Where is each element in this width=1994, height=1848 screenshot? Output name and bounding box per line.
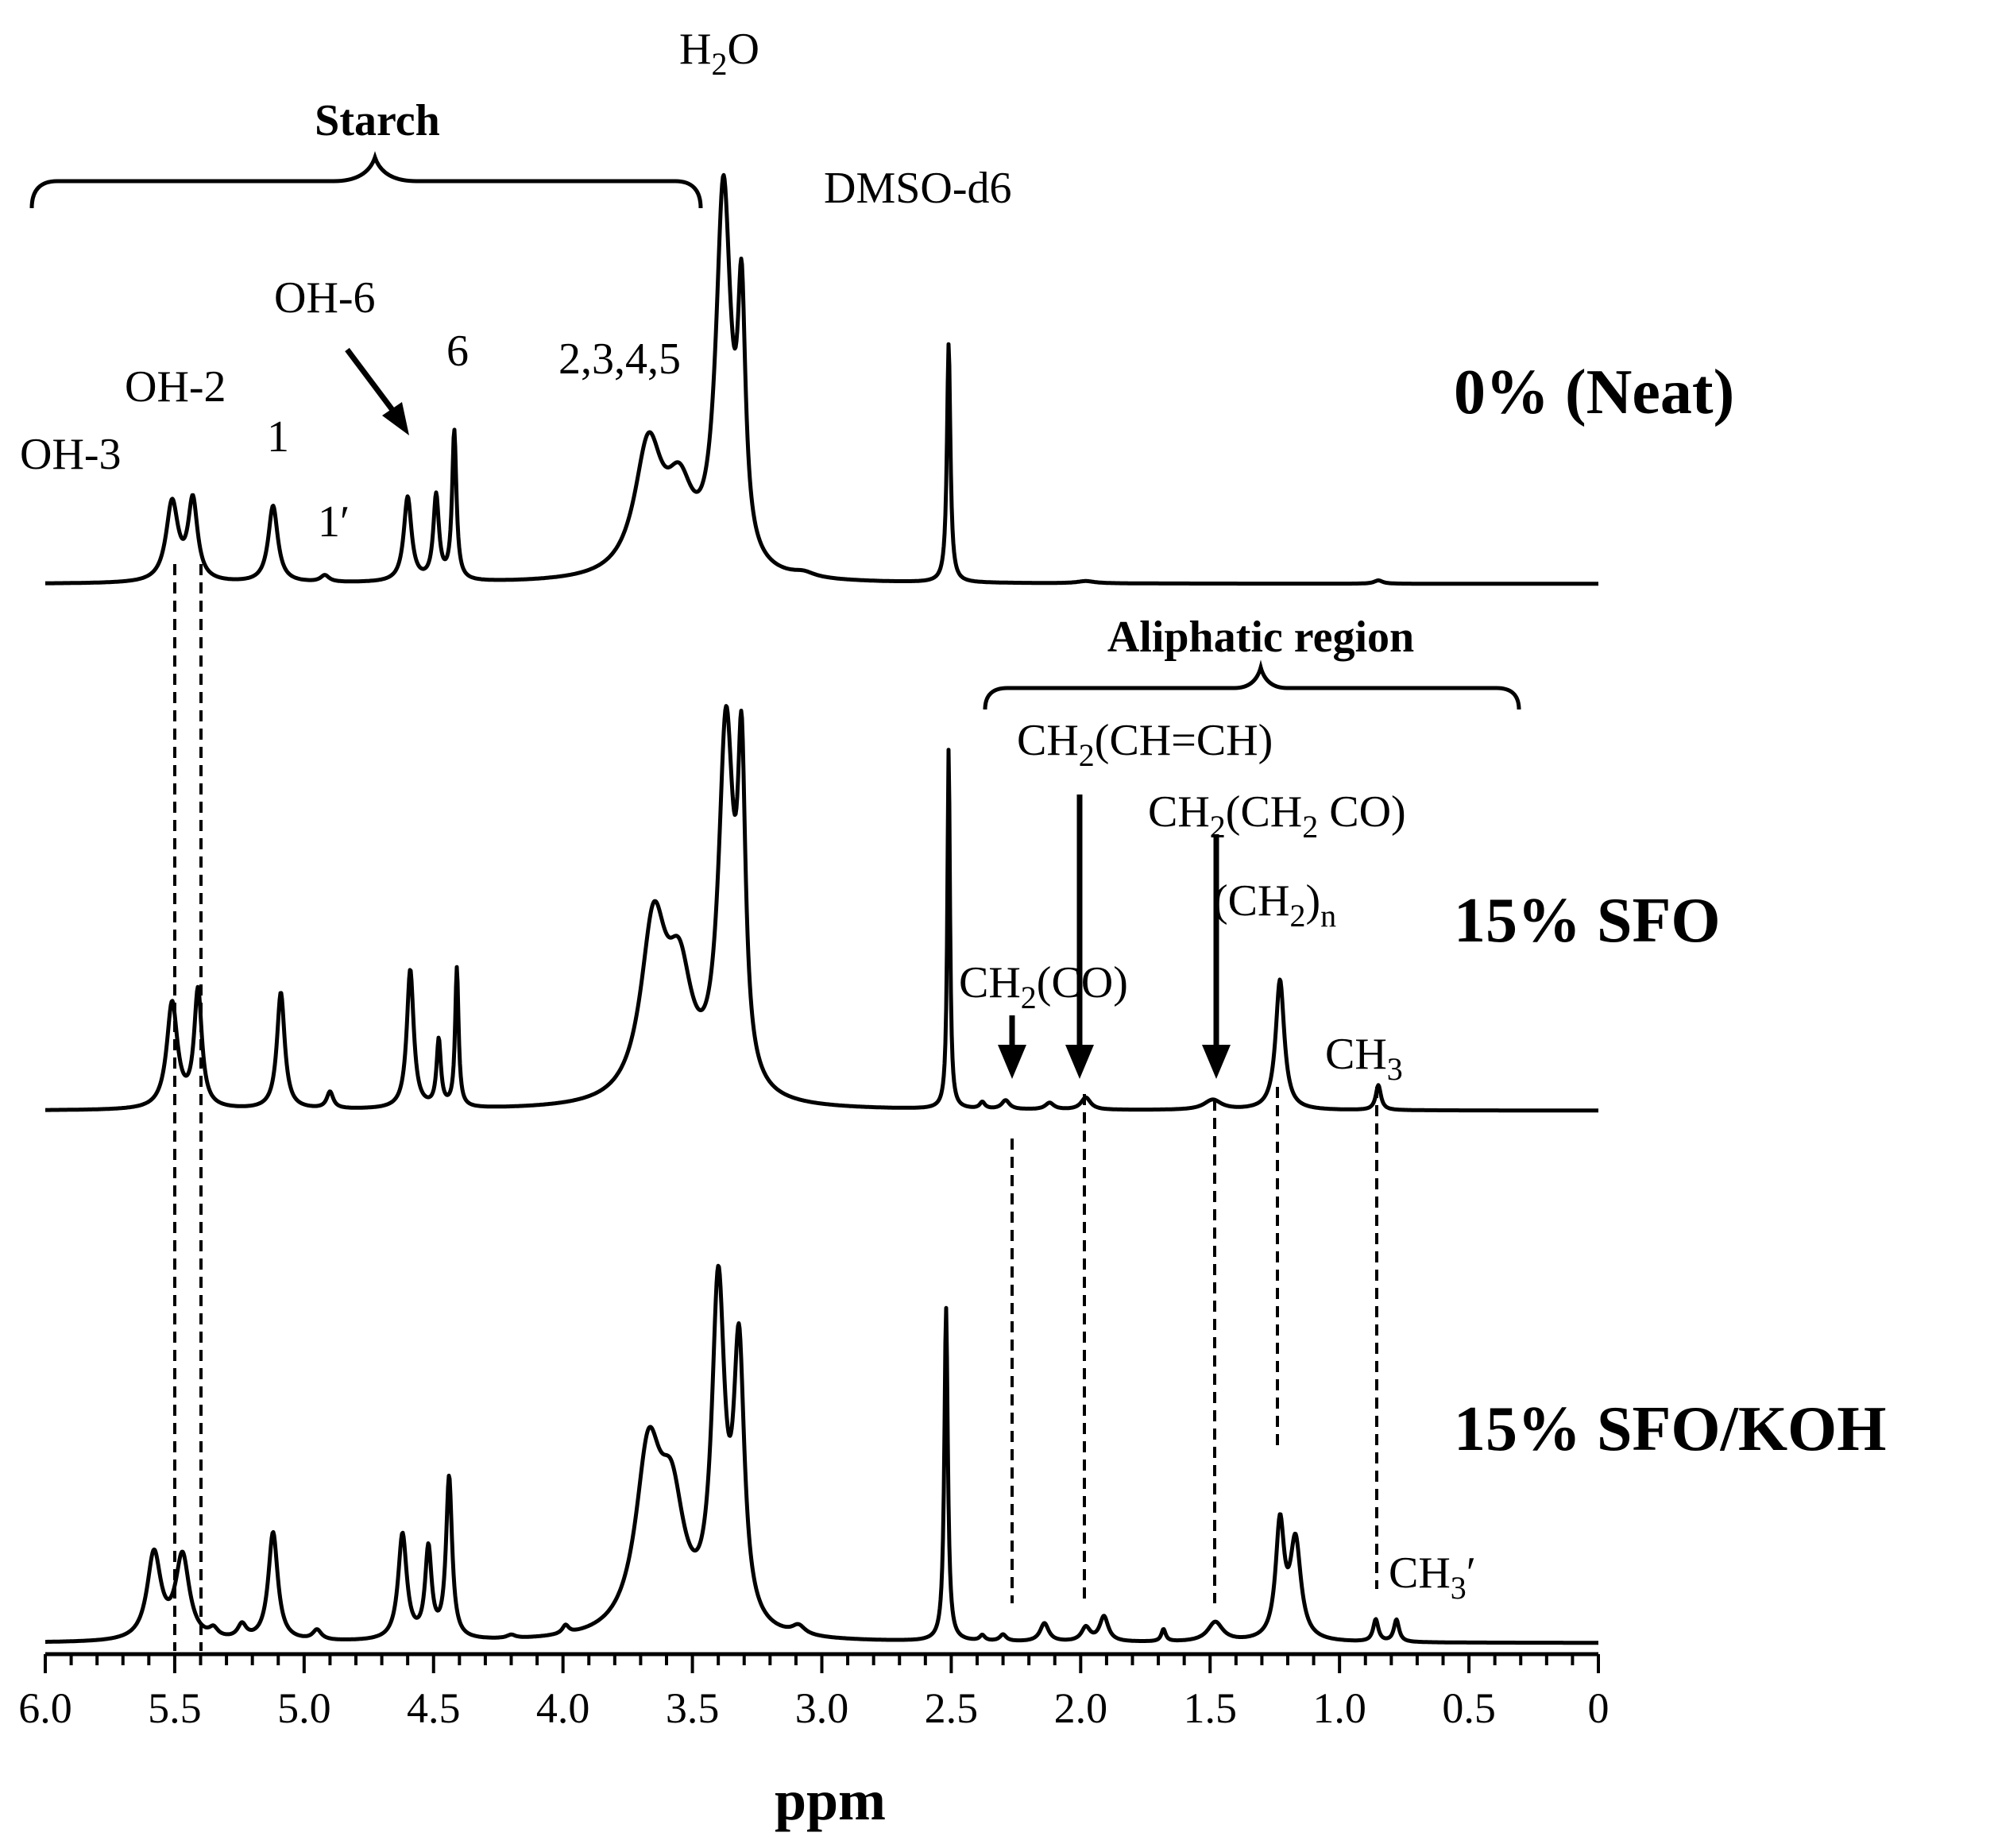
- starch-label: Starch: [315, 96, 440, 145]
- x-tick-label: 0.5: [1442, 1684, 1496, 1732]
- x-axis: 6.0 5.5 5.0 4.5 4.0 3.5 3.0 2.5 2.0 1.5 1.0 0.5 0 pp…: [18, 1652, 1609, 1832]
- ch2-ch2co-label: CH2(CH2 CO): [1148, 787, 1406, 845]
- x-tick-label: 5.0: [277, 1684, 331, 1732]
- series-label-15-sfo-koh: 15% SFO/KOH: [1454, 1394, 1887, 1464]
- x-tick-label: 4.0: [536, 1684, 590, 1732]
- dmso-label: DMSO-d6: [824, 164, 1011, 213]
- oh2-label: OH-2: [125, 362, 226, 412]
- x-tick-label: 1.5: [1184, 1684, 1238, 1732]
- ch3-label: CH3: [1325, 1030, 1403, 1087]
- spectrum-0-neat: [44, 172, 1600, 586]
- series-label-15-sfo: 15% SFO: [1454, 886, 1721, 956]
- annotation-arrows: [345, 347, 1231, 1079]
- x-axis-tick-labels: 6.0 5.5 5.0 4.5 4.0 3.5 3.0 2.5 2.0 1.5 1.0 0.5 0: [18, 1684, 1609, 1732]
- x-tick-label: 5.5: [148, 1684, 202, 1732]
- x-tick-label: 6.0: [18, 1684, 72, 1732]
- h1-label: 1: [267, 412, 289, 462]
- x-tick-label: 2.5: [925, 1684, 979, 1732]
- ch2-chch-label: CH2(CH=CH): [1017, 716, 1273, 773]
- starch-brace: [29, 151, 703, 209]
- arrow-ch2co: [998, 1015, 1026, 1079]
- aliphatic-region-label: Aliphatic region: [1107, 613, 1414, 662]
- arrow-ch2chch: [1065, 794, 1094, 1079]
- arrow-ch2ch2co: [1202, 834, 1231, 1079]
- x-tick-label: 3.5: [666, 1684, 720, 1732]
- x-tick-label: 2.0: [1054, 1684, 1108, 1732]
- x-tick-label: 3.0: [795, 1684, 849, 1732]
- h2345-label: 2,3,4,5: [558, 334, 681, 384]
- spectra-traces: [44, 172, 1600, 1645]
- h1-prime-label: 1′: [318, 497, 350, 547]
- dashed-guide-lines: [173, 564, 1378, 1651]
- x-axis-ticks: [44, 1654, 1600, 1673]
- aliphatic-brace: [983, 659, 1521, 710]
- oh3-label: OH-3: [20, 430, 122, 479]
- ch2n-label: (CH2)n: [1213, 876, 1336, 934]
- arrow-oh6: [345, 347, 409, 435]
- oh6-label: OH-6: [274, 273, 376, 323]
- h2o-label: H2O: [679, 25, 759, 82]
- spectrum-15-sfo: [44, 704, 1600, 1113]
- x-tick-label: 4.5: [407, 1684, 461, 1732]
- series-label-neat: 0% (Neat): [1454, 358, 1734, 427]
- ch2-co-label: CH2(CO): [959, 958, 1128, 1015]
- h6-label: 6: [446, 327, 469, 376]
- x-tick-label: 1.0: [1312, 1684, 1366, 1732]
- x-axis-title: ppm: [775, 1769, 886, 1832]
- ch3-prime-label: CH3′: [1389, 1548, 1476, 1606]
- spectrum-15-sfo-koh: [44, 1263, 1600, 1645]
- x-tick-label: 0: [1588, 1684, 1609, 1732]
